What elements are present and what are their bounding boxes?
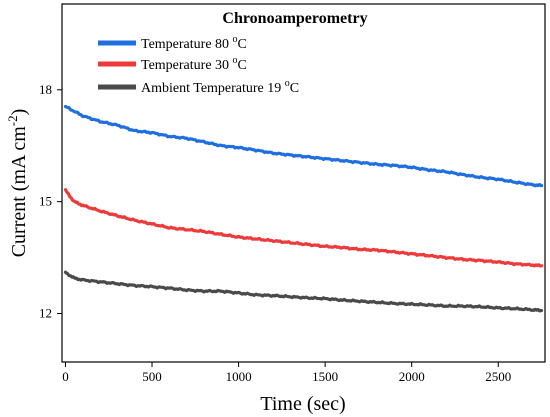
x-axis-title: Time (sec) (260, 393, 345, 415)
y-axis-title-superscript: -2 (5, 115, 20, 126)
x-tick-label: 2500 (485, 369, 511, 384)
legend-label-80c-degree: o (233, 34, 238, 45)
legend-title: Chronoamperometry (222, 10, 367, 27)
legend-label-80c: Temperature 80 oC (141, 34, 247, 52)
legend-label-30c-unit: C (238, 58, 247, 73)
x-tick-label: 1000 (226, 369, 252, 384)
legend-label-ambient: Ambient Temperature 19 oC (141, 78, 299, 96)
y-axis-title-main: Current (mA cm (8, 126, 30, 258)
y-tick-label: 12 (39, 306, 52, 321)
x-tick-label: 0 (62, 369, 69, 384)
axis-ticks: 0 500 1000 1500 2000 2500 12 15 18 (39, 82, 511, 384)
legend-label-ambient-degree: o (285, 78, 290, 89)
series-line-2 (63, 270, 544, 313)
y-tick-label: 15 (39, 194, 52, 209)
y-axis-title-close: ) (8, 109, 30, 116)
legend-label-30c-text: Temperature 30 (141, 58, 233, 73)
x-tick-label: 2000 (399, 369, 425, 384)
legend: Chronoamperometry Temperature 80 oC Temp… (98, 10, 368, 96)
series-layer (63, 104, 544, 313)
x-tick-label: 1500 (312, 369, 338, 384)
y-axis-title: Current (mA cm-2) (5, 109, 30, 258)
legend-label-ambient-text: Ambient Temperature 19 (141, 81, 285, 96)
y-tick-label: 18 (39, 82, 52, 97)
legend-label-80c-text: Temperature 80 (141, 37, 233, 52)
series-line-1 (63, 188, 544, 268)
legend-label-ambient-unit: C (290, 81, 299, 96)
x-tick-label: 500 (142, 369, 162, 384)
legend-label-80c-unit: C (238, 37, 247, 52)
series-line-0 (63, 104, 544, 188)
plot-frame (61, 3, 546, 363)
legend-label-30c: Temperature 30 oC (141, 55, 247, 73)
legend-label-30c-degree: o (233, 55, 238, 66)
